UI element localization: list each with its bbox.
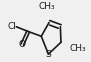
Text: CH₃: CH₃ xyxy=(69,44,86,53)
Text: O: O xyxy=(19,40,26,49)
Text: S: S xyxy=(46,50,51,59)
Text: CH₃: CH₃ xyxy=(39,2,56,11)
Text: Cl: Cl xyxy=(7,22,16,31)
